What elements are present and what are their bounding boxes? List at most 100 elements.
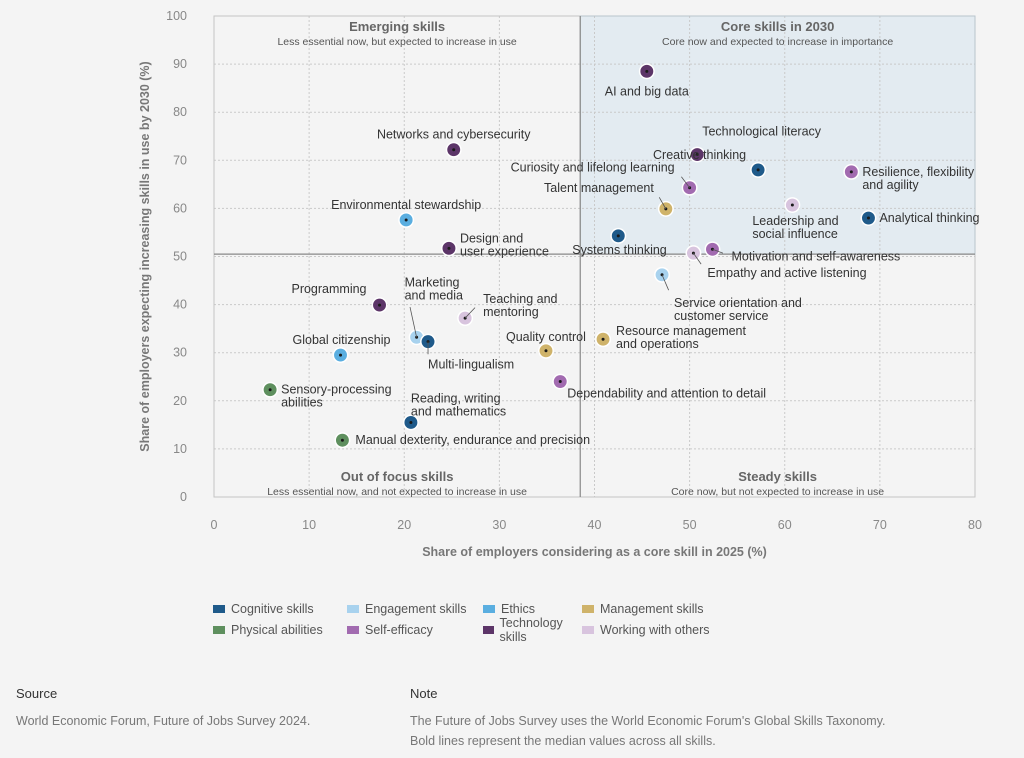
data-point	[638, 63, 655, 80]
legend-row: Physical abilities Self-efficacy Technolog…	[213, 616, 733, 644]
data-point	[860, 210, 877, 226]
point-label: Teaching and	[483, 292, 557, 306]
x-tick-label: 60	[778, 518, 792, 532]
data-point	[445, 141, 462, 158]
point-label: Analytical thinking	[879, 211, 979, 225]
point-label: Dependability and attention to detail	[567, 387, 766, 401]
quadrant-subtitle: Less essential now, and not expected to …	[267, 486, 527, 498]
point-center-dot	[404, 218, 408, 222]
point-center-dot	[558, 380, 562, 384]
legend-label: Technology skills	[499, 615, 563, 644]
x-axis-title: Share of employers considering as a core…	[422, 545, 767, 559]
data-point	[398, 211, 415, 228]
y-tick-label: 30	[173, 346, 187, 360]
point-label: and media	[405, 288, 463, 302]
point-label: Empathy and active listening	[707, 266, 866, 280]
point-center-dot	[695, 153, 699, 157]
x-tick-label: 40	[588, 518, 602, 532]
point-center-dot	[339, 353, 343, 357]
label-leader-line	[693, 252, 702, 265]
note-title: Note	[410, 686, 438, 701]
legend-swatch	[213, 604, 225, 613]
point-label: user experience	[460, 244, 549, 258]
y-tick-label: 70	[173, 153, 187, 167]
data-point	[784, 197, 801, 213]
x-tick-label: 0	[211, 518, 218, 532]
legend-item: Cognitive skills	[213, 602, 347, 616]
y-tick-label: 40	[173, 298, 187, 312]
y-tick-label: 20	[173, 394, 187, 408]
y-axis-title: Share of employers expecting increasing …	[138, 61, 152, 451]
legend-label: Cognitive skills	[231, 601, 314, 616]
point-center-dot	[790, 203, 794, 207]
legend-swatch	[213, 625, 225, 634]
point-label: AI and big data	[605, 84, 689, 98]
data-point	[402, 414, 419, 431]
point-center-dot	[340, 438, 344, 442]
legend-label: Physical abilities	[231, 622, 323, 637]
point-label: abilities	[281, 396, 323, 410]
data-point	[262, 381, 279, 398]
data-point	[610, 227, 627, 244]
note-block: Note The Future of Jobs Survey uses the …	[410, 686, 886, 751]
point-label: Sensory-processing	[281, 383, 392, 397]
scatter-chart: 0 10 20 30 40 50 60 70 80 90 100 0 10 20 30 40 50 60 70 80 S…	[138, 9, 982, 559]
point-center-dot	[544, 349, 548, 353]
legend-swatch	[483, 604, 495, 613]
data-point	[595, 331, 612, 348]
point-center-dot	[756, 168, 760, 172]
data-point	[334, 432, 351, 449]
point-center-dot	[616, 234, 620, 238]
legend-label: Engagement skills	[365, 601, 467, 616]
point-label: Design and	[460, 231, 523, 245]
y-tick-label: 60	[173, 201, 187, 215]
point-label: customer service	[674, 309, 769, 323]
x-tick-label: 10	[302, 518, 316, 532]
x-tick-label: 30	[492, 518, 506, 532]
point-label: Multi-lingualism	[428, 358, 514, 372]
note-line: Bold lines represent the median values a…	[410, 734, 716, 748]
point-label: Manual dexterity, endurance and precisio…	[355, 433, 590, 447]
point-center-dot	[447, 246, 451, 250]
label-leader-line	[712, 248, 724, 254]
chart-legend: Cognitive skills Engagement skills Ethics M…	[213, 598, 733, 644]
point-label: Technological literacy	[702, 125, 822, 139]
x-tick-label: 80	[968, 518, 982, 532]
legend-item: Self-efficacy	[347, 623, 483, 637]
point-center-dot	[866, 216, 870, 220]
data-point	[843, 163, 860, 180]
y-tick-label: 100	[166, 9, 187, 23]
point-label: Curiosity and lifelong learning	[511, 161, 675, 175]
legend-swatch	[582, 604, 594, 613]
source-text: World Economic Forum, Future of Jobs Sur…	[16, 714, 311, 728]
label-leader-line	[681, 176, 690, 188]
point-label: Environmental stewardship	[331, 198, 481, 212]
quadrant-title: Core skills in 2030	[721, 19, 834, 34]
point-label: Global citizenship	[293, 333, 391, 347]
quadrant-subtitle: Core now, but not expected to increase i…	[671, 486, 884, 498]
point-label: and operations	[616, 337, 699, 351]
data-point	[681, 179, 698, 196]
point-center-dot	[601, 337, 605, 341]
point-label: Marketing	[405, 275, 460, 289]
data-point	[750, 161, 767, 178]
data-point	[441, 240, 457, 257]
source-block: Source World Economic Forum, Future of J…	[16, 686, 310, 731]
point-label: Quality control	[506, 330, 586, 344]
data-point	[332, 347, 349, 364]
source-title: Source	[16, 686, 58, 701]
legend-label: Ethics	[501, 601, 536, 616]
legend-label: Management skills	[600, 601, 704, 616]
legend-row: Cognitive skills Engagement skills Ethics M…	[213, 598, 733, 619]
note-line: The Future of Jobs Survey uses the World…	[410, 714, 886, 728]
y-tick-label: 10	[173, 442, 187, 456]
legend-item: Ethics	[483, 602, 582, 616]
legend-swatch	[347, 625, 359, 634]
label-leader-line	[409, 306, 418, 338]
point-center-dot	[452, 148, 456, 152]
y-tick-label: 90	[173, 57, 187, 71]
legend-swatch	[347, 604, 359, 613]
label-leader-line	[658, 197, 667, 210]
data-point	[689, 146, 706, 163]
y-tick-label: 0	[180, 490, 187, 504]
